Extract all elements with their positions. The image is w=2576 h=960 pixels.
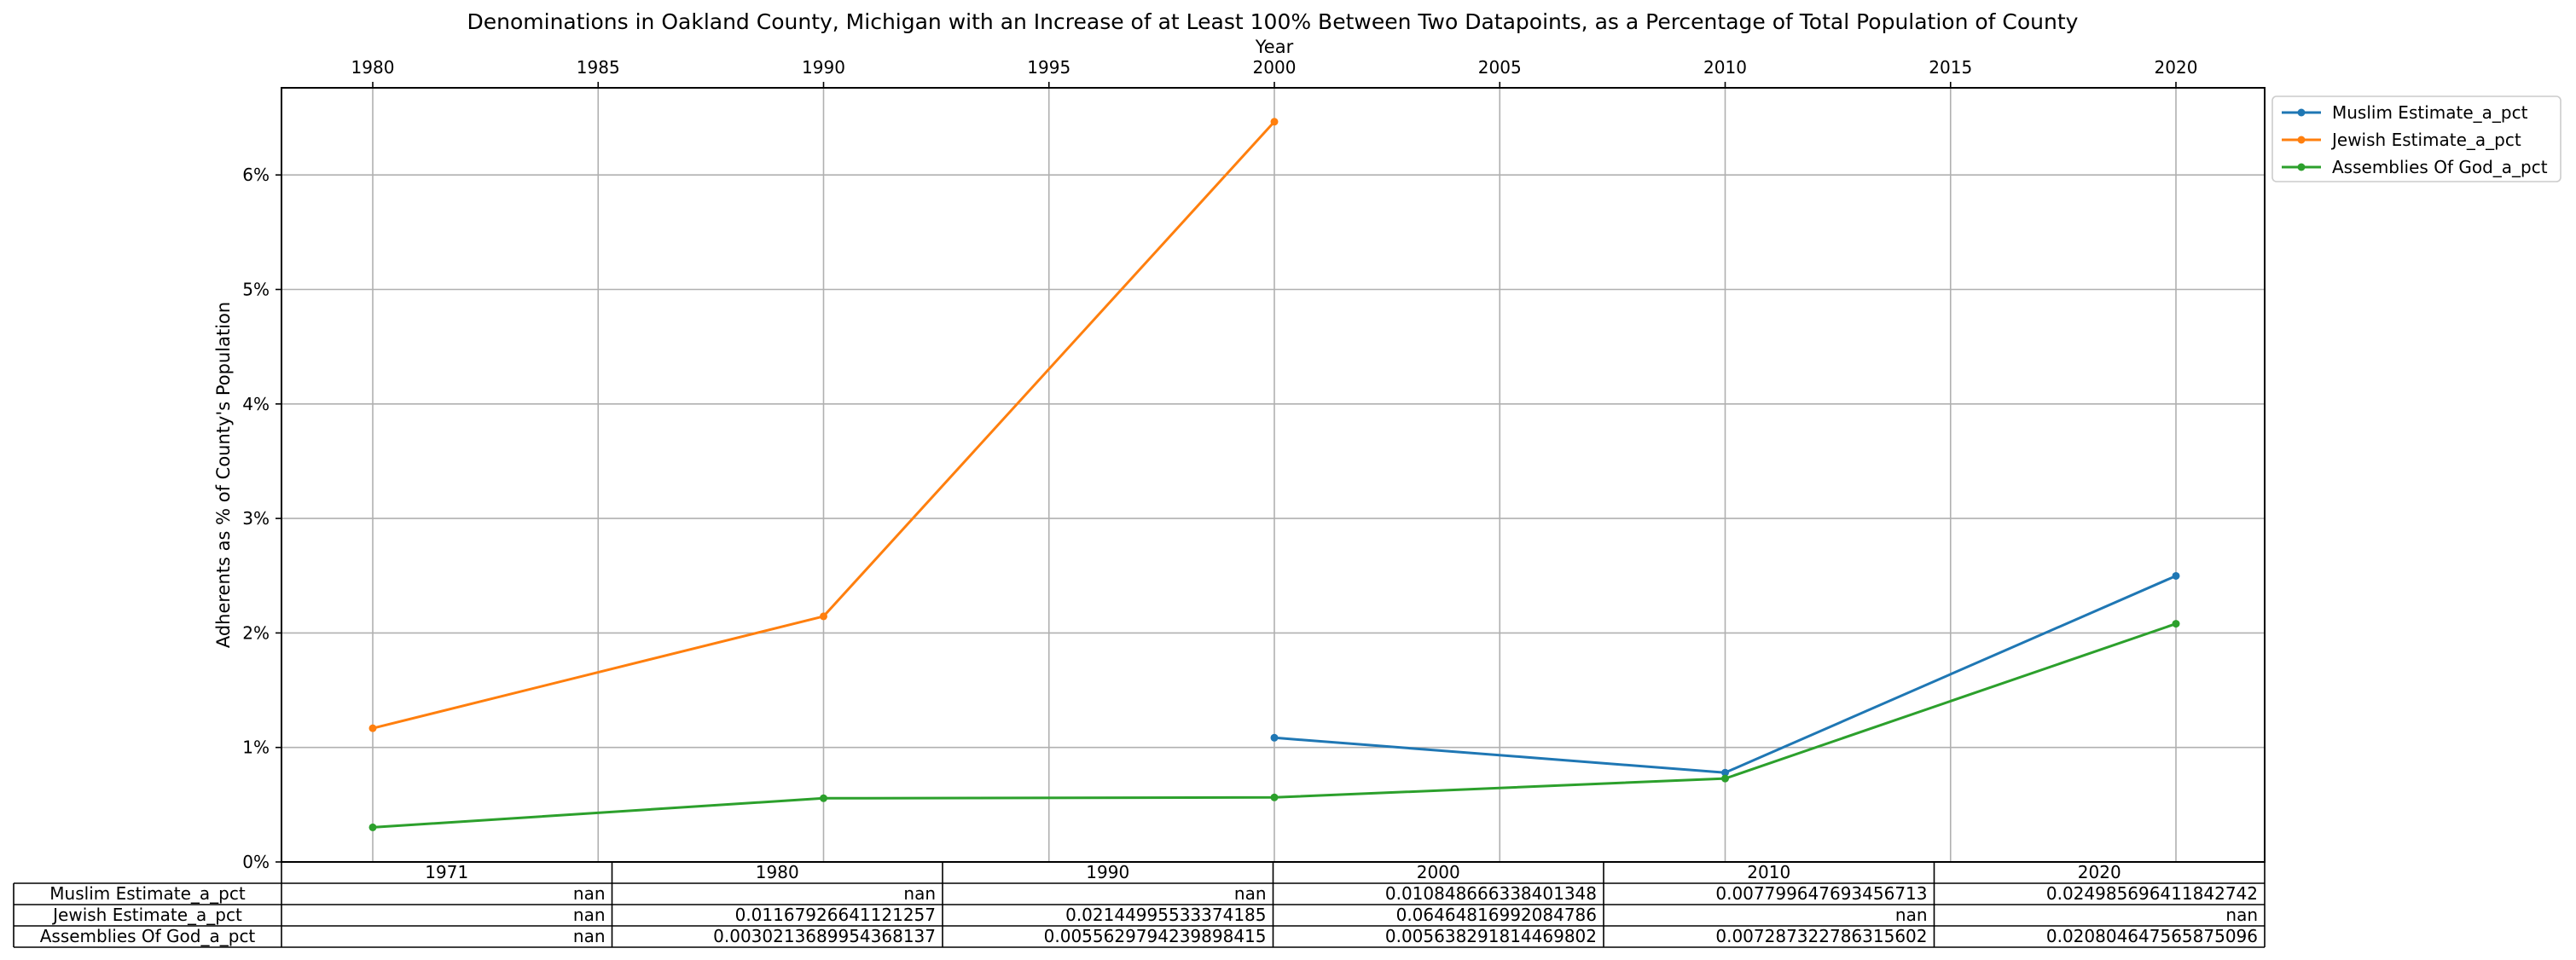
data-table: 1971 1980 1990 2000 2010 2020 Muslim Estimate_… — [13, 861, 2266, 948]
table-column-header: 2000 — [1417, 862, 1460, 882]
x-tick-label: 2020 — [2155, 57, 2198, 78]
x-tick-label: 2000 — [1253, 57, 1297, 78]
table-cell: nan — [573, 883, 606, 904]
x-tick-label: 2005 — [1478, 57, 1522, 78]
table-cell: nan — [1895, 905, 1928, 925]
table-cell: 0.007799647693456713 — [1715, 883, 1927, 904]
axes: 1980 1985 1990 1995 2000 2005 2010 2015 2020 0% 1%… — [242, 57, 2197, 872]
table-cell: 0.06464816992084786 — [1396, 905, 1597, 925]
data-point — [820, 794, 827, 802]
table-column-header: 1980 — [756, 862, 799, 882]
table-cell: 0.020804647565875096 — [2046, 926, 2258, 946]
table-cell: 0.0030213689954368137 — [713, 926, 936, 946]
data-point — [820, 612, 827, 621]
y-tick-label: 6% — [242, 165, 270, 185]
data-point — [1721, 768, 1729, 777]
data-point — [2172, 620, 2180, 628]
legend-swatch-marker — [2297, 163, 2306, 171]
data-point — [1721, 774, 1729, 783]
table-row-label: Assemblies Of God_a_pct — [40, 926, 256, 946]
y-tick-label: 4% — [242, 394, 270, 414]
chart-title: Denominations in Oakland County, Michiga… — [467, 9, 2079, 34]
table-row-label: Muslim Estimate_a_pct — [49, 883, 246, 904]
y-tick-label: 0% — [242, 852, 270, 872]
table-cell: 0.005638291814469802 — [1385, 926, 1597, 946]
data-point — [2172, 571, 2180, 580]
data-point — [1270, 793, 1279, 801]
data-point — [1270, 733, 1279, 742]
data-point — [368, 724, 377, 732]
data-point — [1270, 118, 1279, 126]
y-axis-label: Adherents as % of County's Population — [213, 302, 234, 648]
table-column-header: 1990 — [1086, 862, 1129, 882]
table-cell: 0.010848666338401348 — [1385, 883, 1597, 904]
table-cell: nan — [903, 883, 936, 904]
table-cell: nan — [573, 926, 606, 946]
x-axis-label: Year — [1255, 37, 1294, 57]
table-row-label: Jewish Estimate_a_pct — [51, 905, 242, 925]
grid — [281, 88, 2265, 863]
table-column-header: 2020 — [2078, 862, 2121, 882]
x-tick-label: 2015 — [1929, 57, 1972, 78]
legend-label: Assemblies Of God_a_pct — [2332, 157, 2548, 177]
y-tick-label: 5% — [242, 280, 270, 300]
table-cell: 0.02144995533374185 — [1065, 905, 1266, 925]
plot-frame — [281, 87, 2266, 863]
legend-label: Jewish Estimate_a_pct — [2330, 130, 2521, 150]
table-column-header: 1971 — [425, 862, 468, 882]
table-cell: 0.0055629794239898415 — [1044, 926, 1267, 946]
table-cell: 0.024985696411842742 — [2046, 883, 2258, 904]
x-tick-label: 1990 — [802, 57, 845, 78]
table-cell: 0.007287322786315602 — [1715, 926, 1927, 946]
data-point — [368, 823, 377, 831]
series-layer — [368, 118, 2180, 831]
x-tick-label: 1980 — [351, 57, 395, 78]
x-tick-label: 1995 — [1027, 57, 1070, 78]
y-tick-label: 2% — [242, 622, 270, 643]
table-cell: nan — [1234, 883, 1267, 904]
y-tick-label: 3% — [242, 508, 270, 529]
table-cell: nan — [2225, 905, 2258, 925]
x-tick-label: 1985 — [577, 57, 620, 78]
x-tick-label: 2010 — [1703, 57, 1747, 78]
legend-box — [2271, 95, 2561, 182]
legend: Muslim Estimate_a_pct Jewish Estimate_a_p… — [2271, 95, 2561, 182]
legend-swatch-marker — [2297, 136, 2306, 144]
table-column-header: 2010 — [1747, 862, 1790, 882]
table-cell: 0.01167926641121257 — [735, 905, 936, 925]
y-tick-label: 1% — [242, 737, 270, 758]
table-cell: nan — [573, 905, 606, 925]
legend-swatch-marker — [2297, 108, 2306, 117]
legend-label: Muslim Estimate_a_pct — [2332, 102, 2528, 123]
